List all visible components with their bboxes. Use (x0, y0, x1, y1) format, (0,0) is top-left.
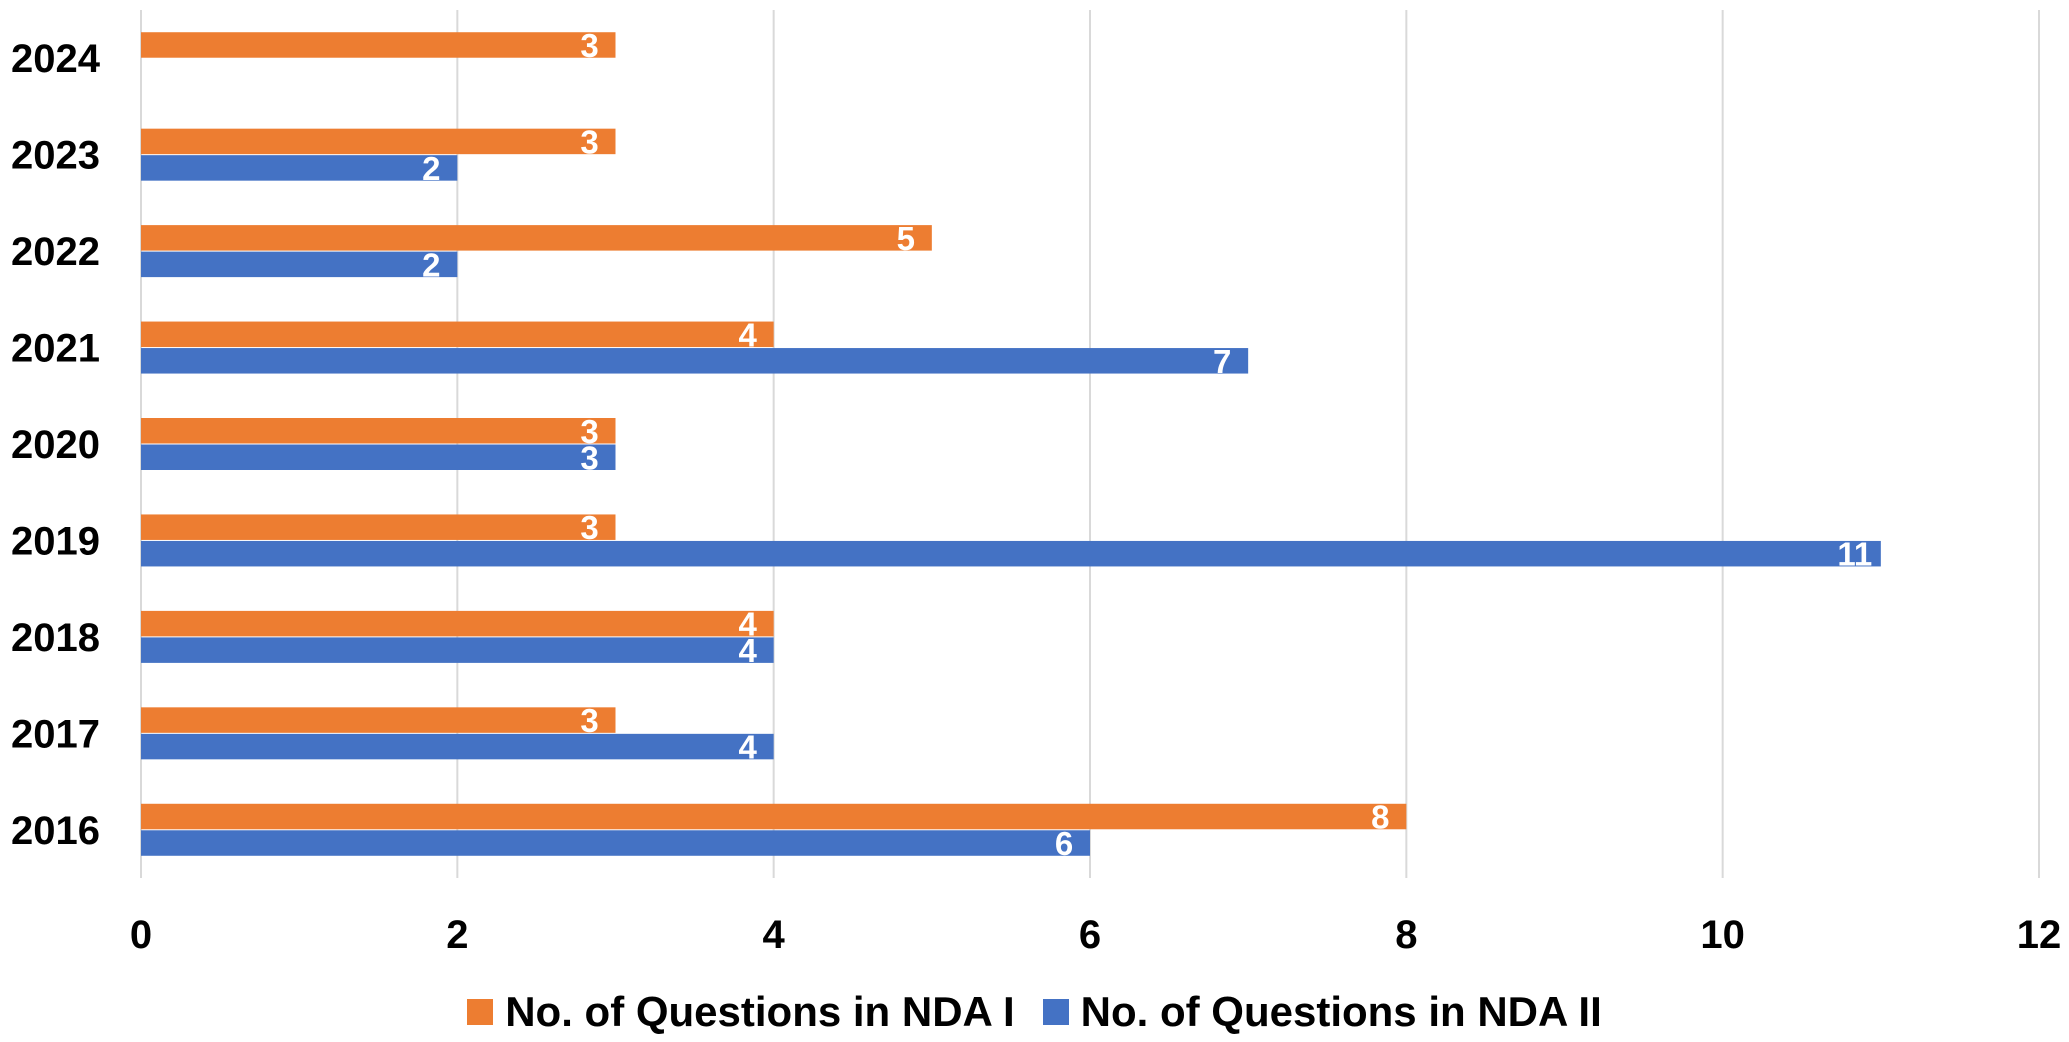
bar (141, 637, 774, 663)
data-label: 3 (580, 413, 598, 450)
bar (141, 32, 616, 58)
bar (141, 540, 1881, 567)
x-tick-label: 0 (130, 913, 152, 957)
y-tick-label: 2017 (11, 712, 100, 756)
x-tick-label: 4 (763, 913, 786, 957)
data-label: 3 (580, 27, 598, 64)
x-tick-label: 2 (446, 913, 468, 957)
bar (141, 348, 1249, 374)
y-tick-label: 2019 (11, 519, 100, 563)
legend-swatch-nda-1 (467, 999, 494, 1025)
data-label: 5 (897, 220, 915, 257)
data-label: 3 (580, 509, 598, 546)
data-label: 3 (580, 439, 598, 476)
x-tick-label: 8 (1395, 913, 1417, 957)
bar (141, 155, 458, 181)
data-label: 7 (1213, 343, 1231, 380)
data-label: 6 (1055, 825, 1073, 862)
x-tick-label: 10 (1700, 913, 1745, 957)
y-tick-label: 2023 (11, 134, 100, 178)
data-label: 2 (422, 246, 440, 283)
bar (141, 803, 1407, 830)
data-label: 4 (738, 632, 757, 669)
bar (141, 830, 1090, 856)
data-label: 3 (580, 123, 598, 160)
data-label: 3 (580, 702, 598, 739)
legend-item-nda-2: No. of Questions in NDA II (1042, 988, 1602, 1036)
legend-label-nda-1: No. of Questions in NDA I (505, 988, 1015, 1035)
legend: No. of Questions in NDA I No. of Questio… (0, 988, 2069, 1036)
x-tick-label: 6 (1079, 913, 1101, 957)
bar (141, 733, 774, 760)
data-label: 4 (738, 316, 757, 353)
bar (141, 444, 616, 470)
y-tick-label: 2016 (11, 809, 100, 853)
y-tick-label: 2022 (11, 230, 100, 274)
data-label: 8 (1371, 799, 1389, 836)
bar (141, 707, 616, 733)
bar (141, 225, 932, 251)
bar (141, 128, 616, 155)
x-tick-label: 12 (2017, 913, 2062, 957)
y-tick-label: 2020 (11, 423, 100, 467)
legend-item-nda-1: No. of Questions in NDA I (467, 988, 1015, 1036)
legend-label-nda-2: No. of Questions in NDA II (1080, 988, 1602, 1035)
y-tick-label: 2024 (11, 37, 101, 81)
y-tick-label: 2018 (11, 616, 100, 660)
y-tick-label: 2021 (11, 327, 100, 371)
bar (141, 514, 616, 540)
bar (141, 610, 774, 637)
data-label: 4 (738, 729, 757, 766)
bar (141, 321, 774, 348)
data-label: 4 (738, 606, 757, 643)
data-label: 11 (1837, 536, 1872, 573)
legend-swatch-nda-2 (1042, 999, 1069, 1025)
bar (141, 418, 616, 444)
bar (141, 251, 458, 278)
data-label: 2 (422, 150, 440, 187)
